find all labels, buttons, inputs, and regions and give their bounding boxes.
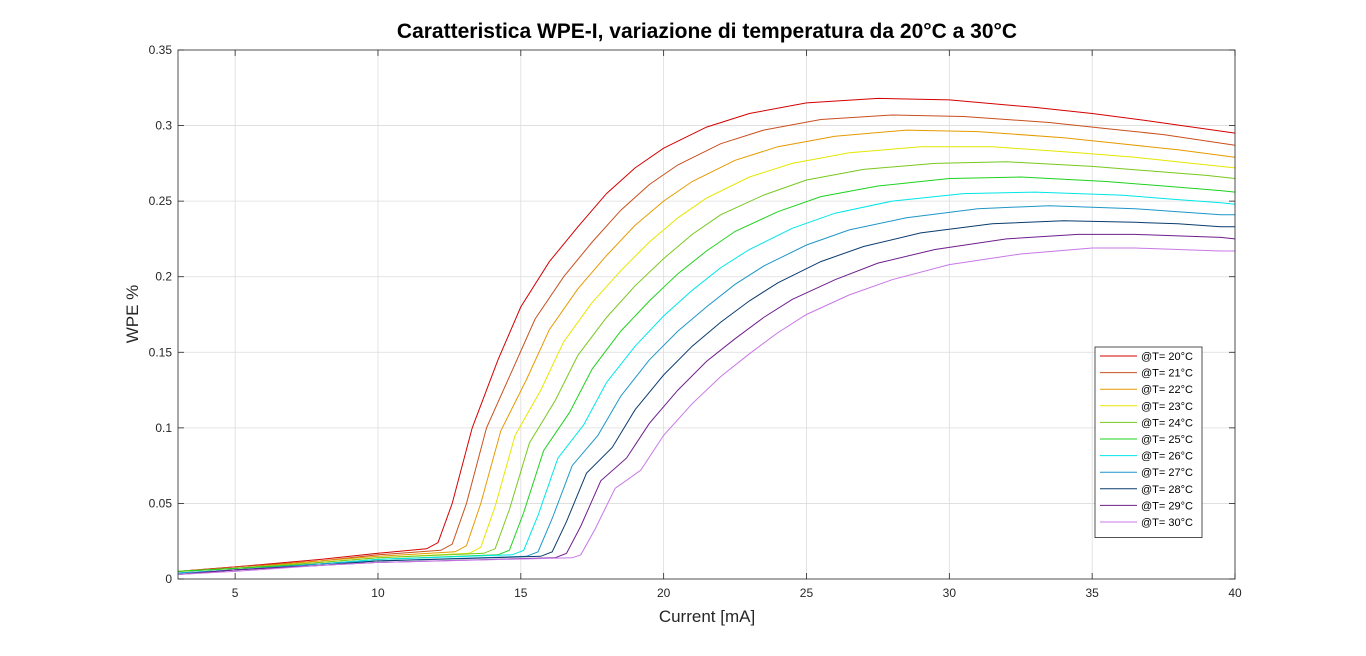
y-tick-label: 0.15 <box>149 345 173 359</box>
x-tick-label: 15 <box>514 586 528 600</box>
legend-entry: @T= 27°C <box>1141 467 1193 479</box>
legend-entry: @T= 30°C <box>1141 517 1193 529</box>
plot-area <box>178 50 1235 579</box>
legend-entry: @T= 26°C <box>1141 451 1193 463</box>
series-line-11 <box>177 247 1235 575</box>
y-tick-label: 0.3 <box>155 119 172 133</box>
y-tick-label: 0.2 <box>155 270 172 284</box>
x-tick-label: 40 <box>1228 586 1242 600</box>
y-tick-label: 0.05 <box>149 496 173 510</box>
series-line-5 <box>177 161 1236 572</box>
series-line-9 <box>177 220 1235 575</box>
x-tick-label: 10 <box>371 586 385 600</box>
series-line-2 <box>177 114 1236 572</box>
legend-entry: @T= 28°C <box>1141 484 1193 496</box>
x-tick-label: 35 <box>1085 586 1099 600</box>
plot-frame <box>177 49 1236 580</box>
series-line-7 <box>177 191 1236 574</box>
y-tick-label: 0.25 <box>149 194 173 208</box>
y-axis-label: WPE % <box>123 285 142 344</box>
legend: @T= 20°C @T= 21°C @T= 22°C @T= 23°C @T= 24°C… <box>1094 346 1203 539</box>
legend-entry: @T= 23°C <box>1141 401 1193 413</box>
x-tick-label: 25 <box>800 586 814 600</box>
y-tick-label: 0 <box>165 572 172 586</box>
legend-entry: @T= 25°C <box>1141 434 1193 446</box>
series-line-3 <box>177 129 1236 572</box>
legend-entry: @T= 24°C <box>1141 417 1193 429</box>
chart-title: Caratteristica WPE-I, variazione di temp… <box>397 20 1017 43</box>
x-tick-label: 5 <box>232 586 239 600</box>
legend-entry: @T= 20°C <box>1141 351 1193 363</box>
series-line-1 <box>177 97 1236 572</box>
legend-entry: @T= 22°C <box>1141 384 1193 396</box>
series-line-4 <box>177 146 1236 572</box>
y-tick-label: 0.1 <box>155 421 172 435</box>
y-tick-label: 0.35 <box>149 43 173 57</box>
grid <box>178 50 1236 579</box>
x-axis-label: Current [mA] <box>659 607 755 626</box>
axis-ticks: 5 10 15 20 25 30 35 40 0 0.05 0.1 0.15 0.2 0.25 0.3 0.3… <box>149 43 1242 600</box>
legend-entry: @T= 21°C <box>1141 368 1193 380</box>
x-tick-label: 30 <box>943 586 957 600</box>
series-lines <box>177 97 1236 575</box>
legend-entry: @T= 29°C <box>1141 500 1193 512</box>
x-tick-label: 20 <box>657 586 671 600</box>
